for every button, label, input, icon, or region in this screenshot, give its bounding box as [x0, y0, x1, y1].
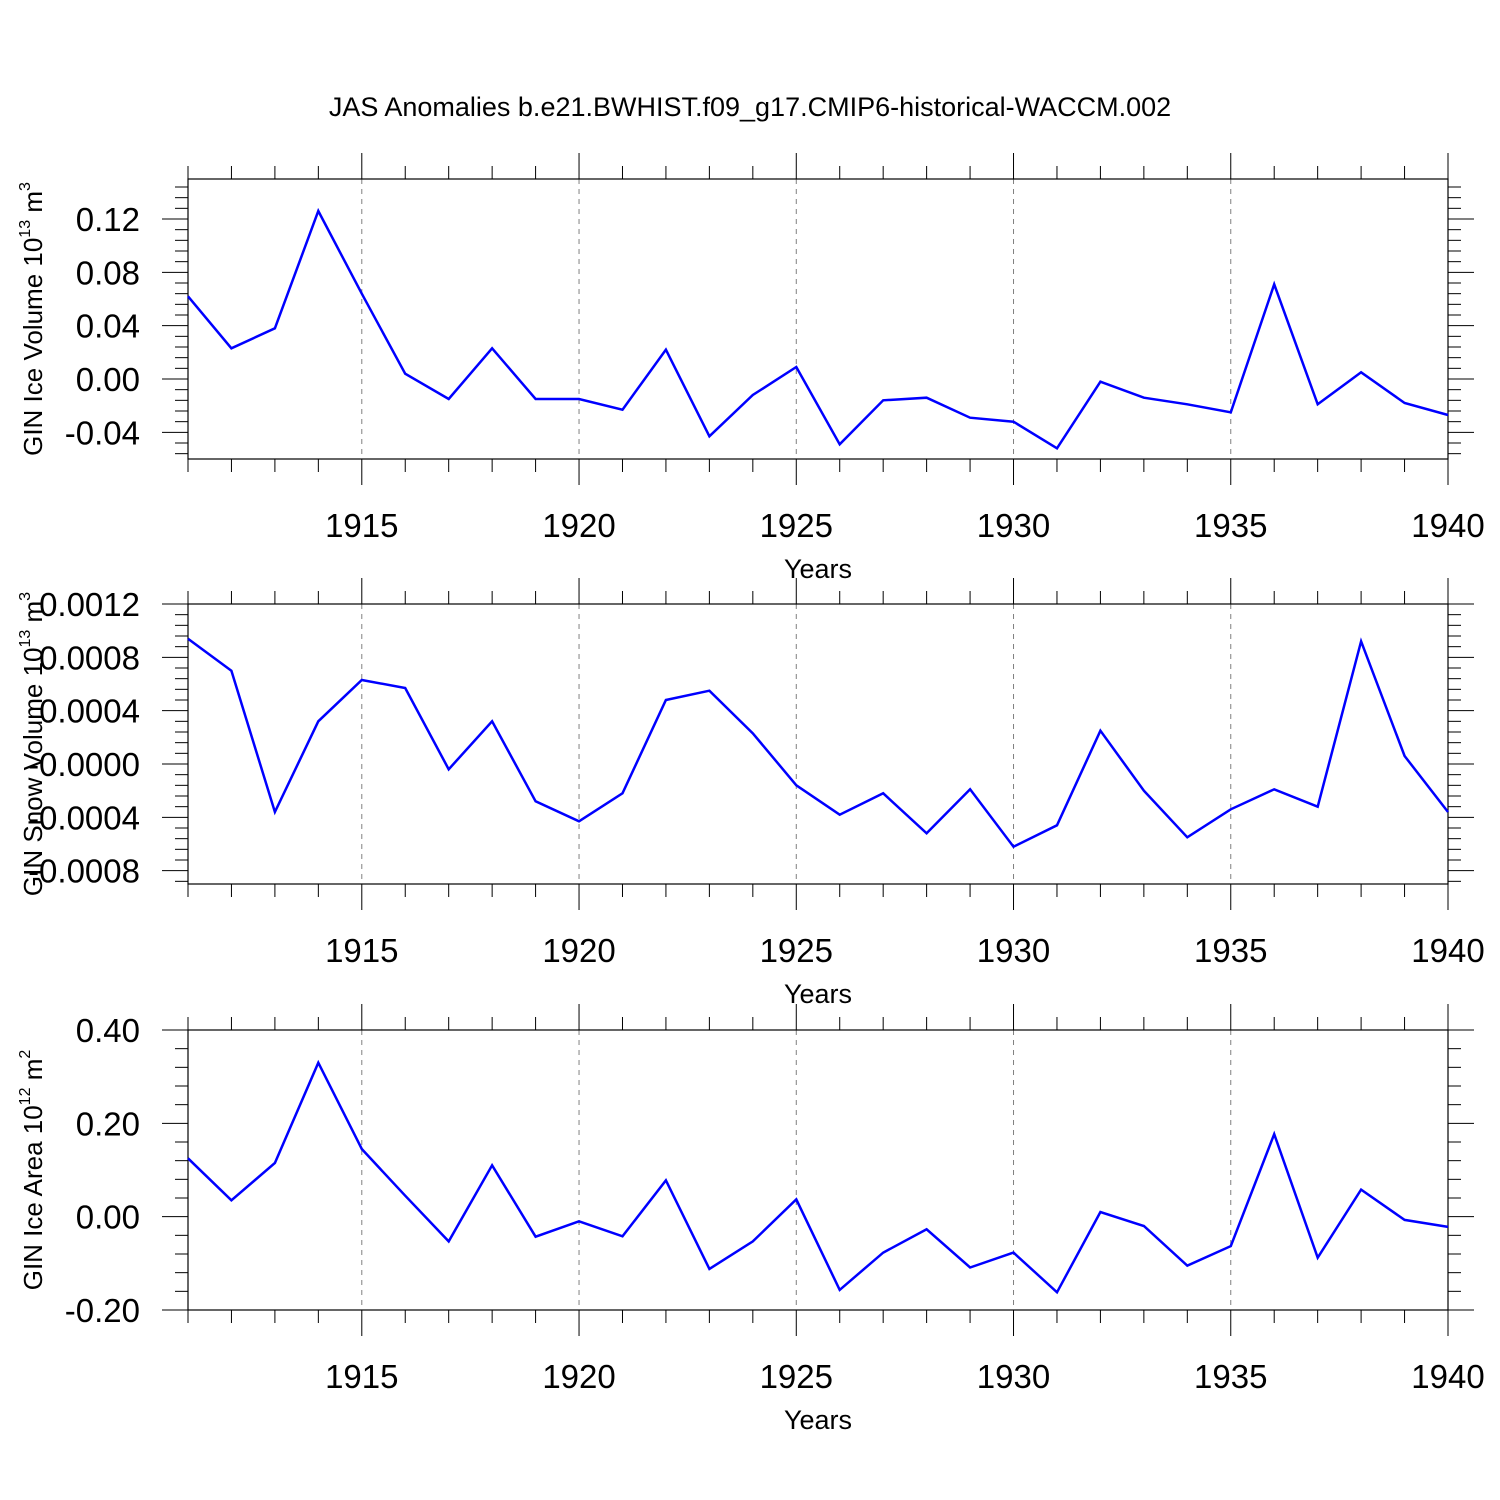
gin-snow-volume-panel: 0.0012 0.0008 0.0004 -0.0000 -0.0004 -0.0008 1…: [17, 578, 1485, 1009]
chart-title: JAS Anomalies b.e21.BWHIST.f09_g17.CMIP6…: [329, 92, 1171, 122]
panels: 0.12 0.08 0.04 0.00 -0.04 1915 1920 1925 1930 193…: [17, 153, 1485, 1435]
y-axis-label-exponent: 13: [17, 220, 34, 238]
y-tick-label: 0.0004: [39, 693, 140, 730]
y-tick-label: -0.04: [65, 414, 140, 451]
x-tick-label: 1920: [542, 507, 615, 544]
y-tick-label: 0.04: [76, 308, 140, 345]
y-axis-label-unit: m: [18, 191, 48, 220]
x-tick-label: 1925: [760, 932, 833, 969]
x-tick-label: 1935: [1194, 932, 1267, 969]
y-axis-label-unit-exponent: 2: [17, 1050, 34, 1059]
y-axis-label-unit-exponent: 3: [17, 592, 34, 601]
y-axis-label-base: GIN Snow Volume 10: [18, 648, 48, 897]
plot-frame: [187, 178, 1449, 460]
y-tick-label: 0.00: [76, 361, 140, 398]
x-tick-label: 1925: [760, 1358, 833, 1395]
x-axis-label: Years: [784, 979, 852, 1009]
y-tick-label: 0.0012: [39, 586, 140, 623]
y-tick-label: 0.00: [76, 1199, 140, 1236]
gin-ice-volume-panel: 0.12 0.08 0.04 0.00 -0.04 1915 1920 1925 1930 193…: [17, 153, 1485, 584]
x-tick-label: 1915: [325, 1358, 398, 1395]
x-axis-label: Years: [784, 1405, 852, 1435]
y-tick-label: 0.0008: [39, 639, 140, 676]
x-tick-label: 1935: [1194, 507, 1267, 544]
y-axis-label-exponent: 13: [17, 630, 34, 648]
y-tick-label: -0.20: [65, 1292, 140, 1329]
y-tick-label: -0.0004: [28, 799, 140, 836]
series-line: [187, 207, 1449, 451]
y-axis-label: GIN Ice Area 1012 m2: [17, 1050, 48, 1291]
y-tick-label: 0.08: [76, 254, 140, 291]
x-tick-label: 1940: [1411, 1358, 1484, 1395]
x-tick-label: 1930: [977, 1358, 1050, 1395]
x-axis-label: Years: [784, 554, 852, 584]
y-tick-label: 0.40: [76, 1012, 140, 1049]
x-tick-label: 1940: [1411, 932, 1484, 969]
x-tick-label: 1915: [325, 507, 398, 544]
x-tick-label: 1930: [977, 507, 1050, 544]
series-line: [187, 1059, 1449, 1295]
x-tick-label: 1935: [1194, 1358, 1267, 1395]
y-tick-label: 0.20: [76, 1105, 140, 1142]
x-tick-label: 1920: [542, 932, 615, 969]
y-tick-label: 0.12: [76, 201, 140, 238]
y-axis-label-unit-exponent: 3: [17, 182, 34, 191]
x-tick-label: 1920: [542, 1358, 615, 1395]
y-axis-label-base: GIN Ice Volume 10: [18, 238, 48, 456]
y-axis-label-unit: m: [18, 601, 48, 630]
x-tick-label: 1940: [1411, 507, 1484, 544]
x-tick-label: 1930: [977, 932, 1050, 969]
plot-frame: [187, 1029, 1449, 1311]
y-tick-label: -0.0008: [28, 853, 140, 890]
gin-ice-area-panel: 0.40 0.20 0.00 -0.20 1915 1920 1925 1930 1935 194…: [17, 1004, 1485, 1435]
plot-frame: [187, 603, 1449, 885]
y-axis-label-unit: m: [18, 1059, 48, 1088]
series-line: [187, 637, 1449, 849]
y-axis-label-base: GIN Ice Area 10: [18, 1105, 48, 1290]
y-axis-label: GIN Ice Volume 1013 m3: [17, 182, 48, 456]
x-tick-label: 1915: [325, 932, 398, 969]
y-axis-label-exponent: 12: [17, 1087, 34, 1105]
y-axis-label: GIN Snow Volume 1013 m3: [17, 592, 48, 896]
y-tick-label: -0.0000: [28, 746, 140, 783]
x-tick-label: 1925: [760, 507, 833, 544]
